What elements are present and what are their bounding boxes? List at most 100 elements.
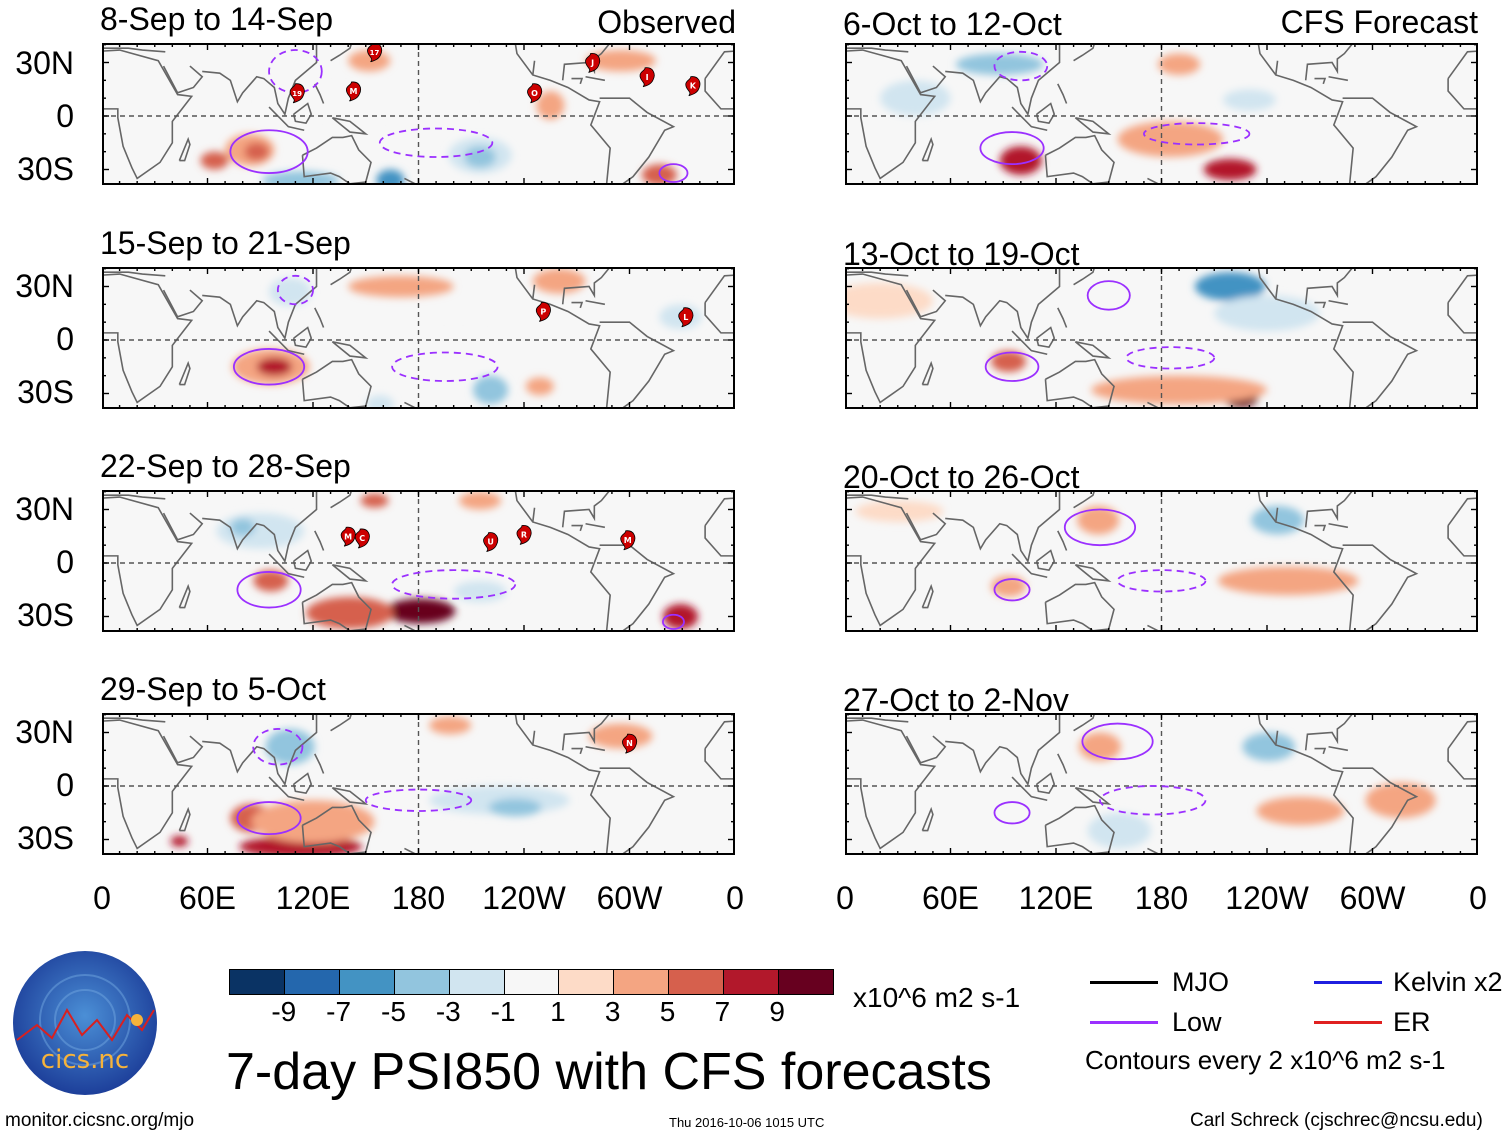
anomaly-region	[536, 91, 565, 120]
anomaly-region	[1203, 158, 1257, 181]
tropical-cyclone-icon: M	[346, 81, 361, 102]
anomaly-region	[1157, 53, 1201, 75]
coastline	[178, 583, 191, 609]
storm-label: M	[344, 532, 352, 541]
coastline	[845, 47, 909, 53]
coastline	[945, 490, 1061, 564]
panel-title: 15-Sep to 21-Sep	[100, 225, 351, 261]
anomaly-region	[525, 377, 554, 396]
anomaly-region	[251, 800, 375, 844]
storm-label: U	[487, 538, 494, 547]
coastline	[561, 267, 611, 305]
tropical-cyclone-icon: R	[516, 525, 532, 545]
anomaly-region	[348, 275, 454, 298]
coastline	[905, 512, 947, 541]
coastline	[268, 553, 305, 579]
forecast-label: CFS Forecast	[1280, 4, 1478, 40]
footer-timestamp: Thu 2016-10-06 1015 UTC	[669, 1115, 825, 1130]
lat-label: 30S	[17, 374, 74, 410]
lat-label: 0	[56, 544, 74, 580]
colorbar-swatch	[283, 970, 339, 994]
coastline	[945, 267, 1061, 341]
coastline	[921, 583, 934, 609]
anomaly-region	[1077, 505, 1120, 535]
lon-label: 60W	[1339, 880, 1406, 916]
coastline	[301, 804, 372, 855]
map-panel: 17 19 M O J I K	[102, 43, 735, 185]
coastline	[1304, 713, 1354, 751]
colorbar-units: x10^6 m2 s-1	[853, 982, 1021, 1013]
coastline	[178, 360, 191, 386]
low-frequency-contour	[993, 801, 1031, 825]
lon-label: 120E	[1018, 880, 1094, 916]
legend-label-low: Low	[1172, 1007, 1222, 1037]
cics-logo: cics.nc	[12, 950, 158, 1096]
coastline	[571, 747, 584, 755]
coastline	[102, 496, 194, 627]
anomaly-region	[305, 596, 394, 629]
storm-label: L	[683, 313, 688, 322]
coastline	[1074, 563, 1112, 582]
lat-label: 0	[56, 767, 74, 803]
lon-label: 0	[93, 880, 111, 916]
anomaly-region	[1117, 121, 1224, 158]
anomaly-region	[464, 146, 496, 168]
coastline	[845, 271, 909, 277]
anomaly-region	[453, 580, 507, 603]
coastline	[561, 490, 611, 528]
coastline	[1304, 43, 1354, 81]
coastline	[599, 544, 676, 632]
storm-label: O	[531, 89, 538, 98]
coastline	[599, 97, 676, 185]
coastline	[330, 43, 353, 62]
low-frequency-contour	[364, 788, 473, 812]
coastline	[314, 307, 325, 328]
low-frequency-contour	[1086, 280, 1131, 311]
low-frequency-contour	[229, 129, 309, 174]
coastline	[1011, 553, 1048, 579]
coastline	[1044, 358, 1115, 409]
anomaly-region	[990, 350, 1027, 373]
coastline	[331, 563, 369, 582]
lat-label: 30N	[15, 714, 74, 750]
map-panel	[845, 43, 1478, 185]
low-frequency-contour	[1081, 722, 1154, 761]
coastline	[585, 75, 606, 82]
anomaly-region	[265, 728, 315, 765]
coastline	[945, 43, 1061, 117]
coastline	[102, 273, 194, 404]
low-frequency-contour	[662, 613, 685, 630]
coastline	[514, 43, 611, 185]
low-frequency-contour	[391, 351, 499, 382]
tropical-cyclone-icon: C	[354, 528, 370, 549]
coastline	[202, 713, 318, 787]
coastline	[571, 77, 584, 85]
coastline	[1314, 301, 1327, 309]
footer-url[interactable]: monitor.cicsnc.org/mjo	[5, 1110, 195, 1131]
colorbar-tick-label: -9	[271, 996, 297, 1027]
coastline	[301, 358, 372, 409]
storm-label: N	[626, 739, 633, 748]
lat-label: 30S	[17, 820, 74, 856]
coastline	[1044, 804, 1115, 855]
storm-label: R	[521, 530, 527, 539]
storm-label: 19	[292, 90, 302, 98]
coastline	[162, 289, 204, 318]
coastline	[571, 524, 584, 532]
anomaly-region	[589, 723, 653, 749]
anomaly-region	[1078, 732, 1122, 762]
anomaly-region	[365, 395, 394, 409]
coastline	[1074, 116, 1112, 135]
coastline	[178, 806, 191, 832]
coastline	[1342, 767, 1419, 855]
coastline	[268, 330, 305, 356]
anomaly-region	[200, 151, 229, 170]
map-panel	[845, 267, 1478, 409]
coastline	[1274, 284, 1279, 300]
coastline	[571, 301, 584, 309]
coastline	[1035, 772, 1056, 795]
anomaly-region	[385, 598, 456, 624]
coastline	[599, 321, 676, 409]
tropical-cyclone-icon: 17	[367, 43, 383, 63]
